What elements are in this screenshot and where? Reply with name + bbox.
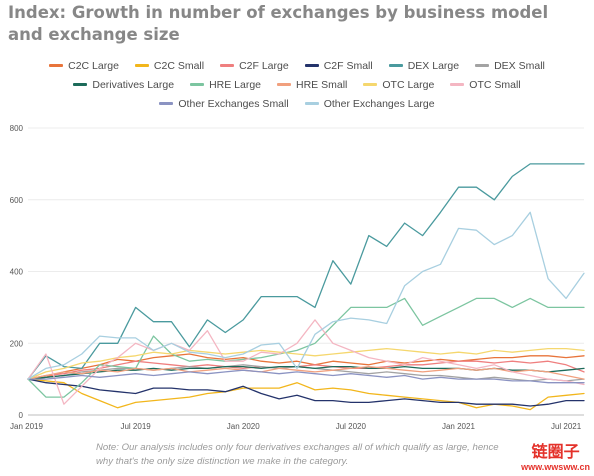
y-tick-label: 400	[10, 268, 24, 277]
x-tick-label: Jul 2019	[120, 422, 151, 431]
legend-item: Other Exchanges Small	[159, 97, 289, 110]
series-line	[27, 347, 585, 380]
legend-item: DEX Large	[388, 59, 460, 72]
watermark-logo: 链圈子 www.wwsww.cn	[521, 444, 590, 472]
watermark-main-text: 链圈子	[531, 444, 580, 461]
legend-item: OTC Small	[450, 78, 521, 91]
chart-title: Index: Growth in number of exchanges by …	[8, 3, 549, 44]
legend-item: HRE Large	[190, 79, 261, 91]
legend-swatch	[388, 64, 403, 67]
series-line	[27, 378, 585, 411]
series-line	[27, 353, 585, 380]
legend-item: HRE Small	[277, 79, 347, 91]
series-line	[27, 319, 585, 405]
legend-row: C2C Large C2C Small C2F Large C2F Small DEX …	[14, 57, 580, 74]
legend-swatch	[49, 64, 64, 67]
legend-item: C2C Small	[134, 59, 205, 72]
legend-label: C2F Large	[239, 59, 289, 72]
legend-swatch	[363, 83, 378, 86]
legend-swatch	[304, 64, 319, 67]
legend-label: HRE Small	[296, 78, 348, 91]
legend-label: C2F Small	[323, 59, 373, 72]
y-tick-label: 200	[10, 339, 24, 348]
x-tick-label: Jul 2021	[551, 422, 582, 431]
legend-swatch	[450, 83, 465, 86]
legend-item: C2F Small	[304, 59, 373, 72]
legend-label: Derivatives Large	[92, 78, 175, 91]
series-line	[27, 297, 585, 398]
legend-item: DEX Small	[475, 60, 545, 72]
legend-label: DEX Small	[494, 59, 545, 72]
y-tick-label: 0	[19, 411, 24, 420]
legend-swatch	[134, 64, 149, 67]
x-tick-label: Jul 2020	[336, 422, 367, 431]
footnote: Note: Our analysis includes only four de…	[96, 442, 499, 467]
x-tick-label: Jan 2021	[442, 422, 475, 431]
series-line	[27, 369, 585, 384]
series-line	[27, 211, 585, 380]
legend-label: C2C Small	[153, 59, 205, 72]
legend-label: DEX Large	[407, 59, 460, 72]
y-tick-label: 800	[10, 124, 24, 133]
legend-item: C2C Large	[49, 60, 119, 72]
series-line	[27, 378, 585, 407]
legend-item: C2F Large	[220, 60, 289, 72]
legend-swatch	[73, 83, 88, 86]
watermark-url: www.wwsww.cn	[521, 462, 590, 472]
legend-item: Derivatives Large	[73, 79, 174, 91]
legend-item: Other Exchanges Large	[304, 97, 435, 110]
legend-label: C2C Large	[68, 59, 119, 72]
legend-swatch	[220, 64, 235, 67]
chart-legend: C2C Large C2C Small C2F Large C2F Small DEX …	[14, 57, 580, 114]
legend-row: Derivatives Large HRE Large HRE Small OTC L…	[14, 76, 580, 93]
x-tick-label: Jan 2019	[10, 422, 43, 431]
legend-label: Other Exchanges Large	[323, 97, 435, 110]
legend-row: Other Exchanges Small Other Exchanges Lar…	[14, 95, 580, 112]
series-line	[27, 360, 585, 380]
legend-swatch	[304, 102, 319, 105]
x-tick-label: Jan 2020	[227, 422, 260, 431]
legend-label: OTC Large	[382, 78, 435, 91]
y-tick-label: 600	[10, 196, 24, 205]
legend-swatch	[475, 64, 490, 67]
legend-item: OTC Large	[363, 79, 434, 91]
line-chart: 0 200 400 600 800 Jan 2019 Jul 2019 Jan 2020 Jul…	[10, 124, 585, 431]
series-line	[27, 365, 585, 380]
legend-swatch	[190, 83, 205, 86]
legend-label: OTC Small	[469, 78, 521, 91]
legend-label: HRE Large	[209, 78, 262, 91]
legend-swatch	[159, 102, 174, 105]
legend-label: Other Exchanges Small	[178, 97, 289, 110]
legend-swatch	[277, 83, 292, 86]
